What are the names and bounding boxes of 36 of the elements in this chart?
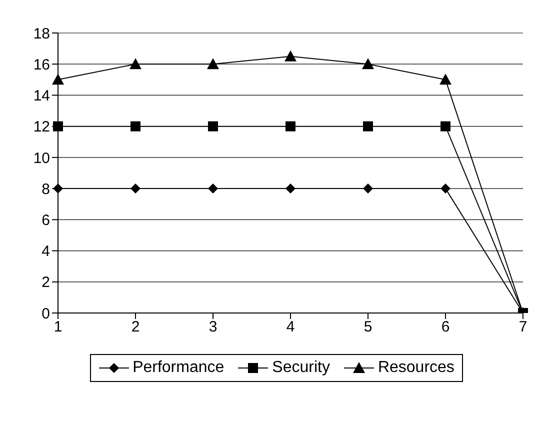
- point: [363, 121, 373, 132]
- y-tick-label: 14: [33, 88, 50, 105]
- y-tick-label: 4: [42, 243, 50, 260]
- x-tick-label: 6: [441, 318, 450, 336]
- point: [207, 58, 219, 70]
- y-tick-label: 18: [33, 25, 50, 42]
- point: [130, 58, 142, 70]
- y-tick-label: 12: [33, 118, 50, 136]
- x-tick-label: 3: [208, 318, 218, 336]
- point: [284, 50, 296, 62]
- x-tick-label: 1: [54, 318, 62, 336]
- point: [440, 121, 450, 132]
- point: [52, 74, 64, 85]
- point: [362, 58, 374, 70]
- point: [440, 74, 452, 85]
- y-tick-label: 0: [42, 305, 50, 322]
- legend-label: Resources: [378, 359, 454, 377]
- point: [363, 184, 373, 194]
- y-tick-label: 6: [42, 212, 50, 229]
- point: [440, 184, 450, 194]
- y-tick-label: 8: [42, 180, 50, 198]
- point: [286, 121, 296, 132]
- y-tick-label: 2: [42, 274, 50, 292]
- point: [130, 121, 140, 132]
- point: [208, 121, 218, 132]
- point: [286, 184, 296, 194]
- legend-label: Security: [272, 359, 330, 377]
- x-tick-label: 7: [518, 318, 528, 336]
- y-tick-label: 10: [33, 150, 50, 167]
- legend-label: Performance: [132, 359, 224, 377]
- point: [130, 184, 140, 194]
- x-tick-label: 4: [286, 318, 295, 336]
- y-tick-label: 16: [33, 56, 50, 74]
- x-tick-label: 2: [131, 318, 140, 336]
- point: [208, 184, 218, 194]
- x-tick-label: 5: [364, 318, 372, 336]
